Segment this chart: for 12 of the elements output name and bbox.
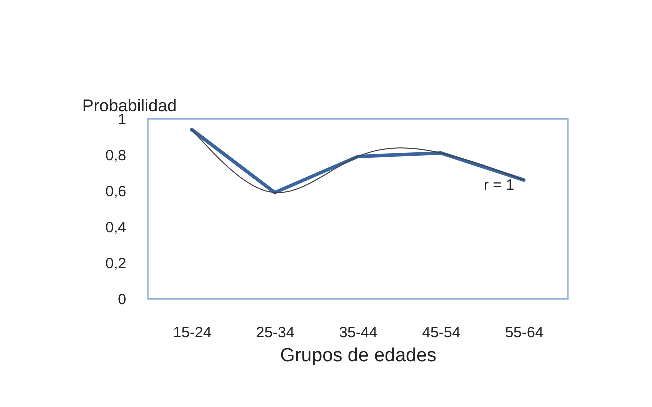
- x-tick-label: 45-54: [422, 324, 461, 342]
- x-tick-label: 25-34: [256, 324, 295, 342]
- x-axis-title: Grupos de edades: [280, 346, 437, 366]
- y-tick-label: 0,4: [106, 220, 126, 236]
- y-tick-label: 0,2: [106, 256, 126, 272]
- y-tick-label: 0,6: [106, 184, 126, 200]
- x-tick-label: 15-24: [173, 324, 212, 342]
- x-tick-label: 35-44: [339, 324, 378, 342]
- y-tick-label: 0,8: [106, 148, 126, 164]
- annotation: r = 1: [484, 177, 514, 194]
- x-tick-label: 55-64: [505, 324, 544, 342]
- y-tick-label: 0: [118, 292, 126, 308]
